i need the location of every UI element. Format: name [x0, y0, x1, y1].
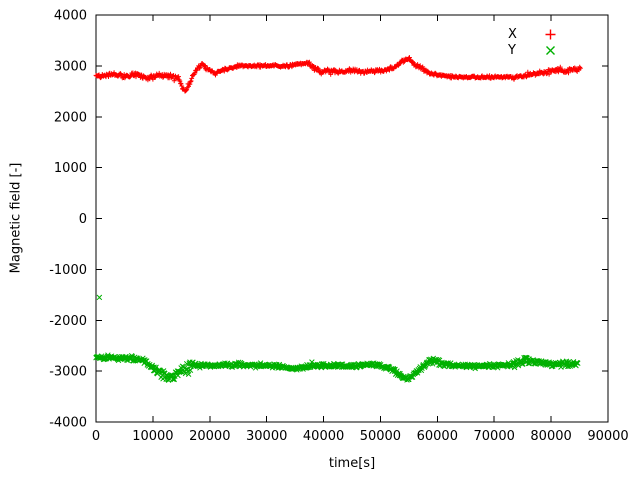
- axis-tick-labels: 0 10000 20000 30000 40000 50000 60000 70000 8000…: [49, 9, 628, 445]
- legend-marker-cross-icon: [546, 45, 555, 55]
- svg-text:70000: 70000: [474, 429, 515, 444]
- series-x-points: [93, 55, 583, 94]
- legend-entry-y: Y: [508, 42, 557, 58]
- svg-text:90000: 90000: [587, 429, 628, 444]
- svg-text:40000: 40000: [303, 429, 344, 444]
- svg-text:0: 0: [79, 212, 87, 227]
- svg-text:60000: 60000: [417, 429, 458, 444]
- legend-label-y: Y: [508, 42, 516, 58]
- svg-text:2000: 2000: [54, 110, 87, 125]
- x-axis-title: time[s]: [328, 456, 376, 471]
- svg-text:-4000: -4000: [49, 416, 87, 431]
- legend-entry-x: X: [508, 26, 557, 42]
- legend-label-x: X: [508, 26, 517, 42]
- svg-text:1000: 1000: [54, 161, 87, 176]
- svg-text:80000: 80000: [530, 429, 571, 444]
- svg-text:20000: 20000: [189, 429, 230, 444]
- svg-text:50000: 50000: [360, 429, 401, 444]
- svg-text:-1000: -1000: [49, 263, 87, 278]
- series-y-points: [93, 294, 581, 383]
- svg-text:-3000: -3000: [49, 365, 87, 380]
- legend: X Y: [508, 26, 557, 58]
- data-points: [93, 55, 583, 383]
- legend-marker-plus-icon: [545, 29, 556, 39]
- svg-text:-2000: -2000: [49, 314, 87, 329]
- axis-ticks: [95, 14, 609, 423]
- svg-text:0: 0: [92, 429, 100, 444]
- svg-text:3000: 3000: [54, 59, 87, 74]
- svg-text:30000: 30000: [246, 429, 287, 444]
- svg-text:4000: 4000: [54, 9, 87, 24]
- svg-text:10000: 10000: [132, 429, 173, 444]
- y-axis-title: Magnetic field [-]: [8, 162, 24, 274]
